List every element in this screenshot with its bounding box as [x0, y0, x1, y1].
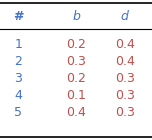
Text: 0.3: 0.3 — [115, 72, 135, 85]
Text: 0.3: 0.3 — [115, 106, 135, 118]
Text: b: b — [72, 10, 80, 23]
Text: 0.4: 0.4 — [115, 38, 135, 51]
Text: 0.1: 0.1 — [66, 89, 86, 102]
Text: 4: 4 — [14, 89, 22, 102]
Text: 0.2: 0.2 — [66, 38, 86, 51]
Text: #: # — [13, 10, 24, 23]
Text: 2: 2 — [14, 55, 22, 68]
Text: 5: 5 — [14, 106, 22, 118]
Text: 0.4: 0.4 — [66, 106, 86, 118]
Text: 0.2: 0.2 — [66, 72, 86, 85]
Text: 0.3: 0.3 — [66, 55, 86, 68]
Text: 3: 3 — [14, 72, 22, 85]
Text: 1: 1 — [14, 38, 22, 51]
Text: 0.4: 0.4 — [115, 55, 135, 68]
Text: d: d — [121, 10, 129, 23]
Text: 0.3: 0.3 — [115, 89, 135, 102]
